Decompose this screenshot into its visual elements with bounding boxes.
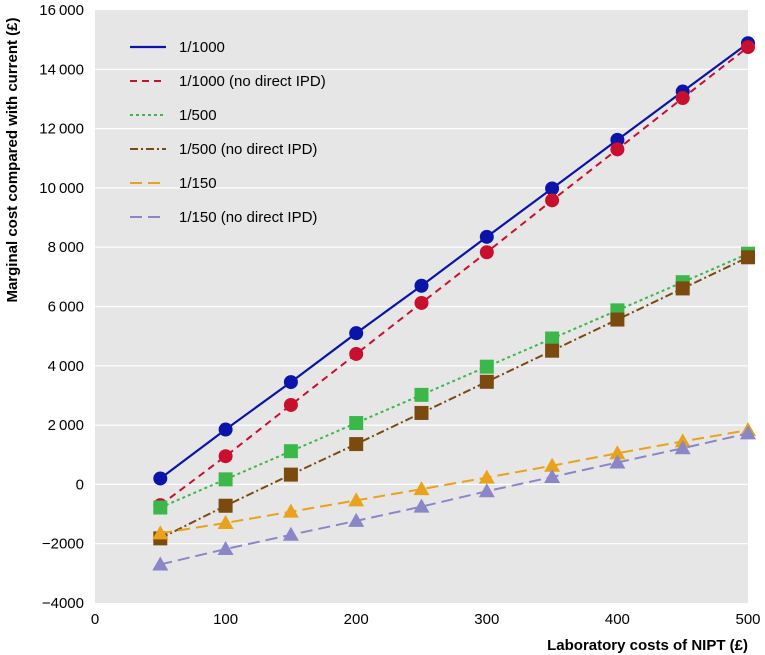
y-tick-label: −2000 — [42, 536, 84, 553]
y-axis-title: Marginal cost compared with current (£) — [4, 17, 21, 302]
legend: 1/1000 1/1000 (no direct IPD) 1/500 1/500 (… — [130, 39, 326, 226]
data-point — [282, 526, 299, 541]
y-tick-label: 16 000 — [39, 2, 84, 19]
data-point — [283, 444, 298, 459]
y-tick-label: 6 000 — [48, 299, 84, 316]
data-point — [218, 449, 233, 464]
data-point — [414, 295, 429, 310]
x-tick-label: 300 — [474, 611, 499, 628]
y-axis-ticks: −4000 −2000 0 2 000 4 000 6 000 8 000 10 000 12 … — [39, 2, 84, 612]
data-point — [479, 245, 494, 260]
data-point — [283, 397, 298, 412]
series-line — [159, 256, 749, 540]
series-line — [159, 252, 749, 509]
series-line — [159, 42, 749, 480]
data-point — [349, 437, 364, 452]
data-point — [283, 375, 298, 390]
data-point — [348, 512, 365, 527]
data-point — [348, 492, 365, 507]
data-point — [609, 445, 626, 460]
data-point — [610, 312, 625, 327]
data-point — [153, 471, 168, 486]
data-point — [153, 500, 168, 515]
series-layer — [152, 36, 756, 571]
data-point — [610, 142, 625, 157]
data-point — [545, 181, 560, 196]
series-4 — [152, 422, 756, 540]
y-tick-label: 12 000 — [39, 121, 84, 138]
data-point — [414, 278, 429, 293]
legend-label: 1/500 — [179, 107, 217, 124]
data-point — [609, 454, 626, 469]
y-tick-label: −4000 — [42, 595, 84, 612]
x-tick-label: 200 — [344, 611, 369, 628]
data-point — [349, 326, 364, 341]
y-tick-label: 8 000 — [48, 239, 84, 256]
data-point — [479, 229, 494, 244]
y-tick-label: 4 000 — [48, 358, 84, 375]
series-5 — [152, 425, 756, 571]
x-tick-label: 400 — [605, 611, 630, 628]
data-point — [674, 440, 691, 455]
x-tick-label: 100 — [213, 611, 238, 628]
data-point — [218, 472, 233, 487]
legend-label: 1/1000 — [179, 39, 225, 56]
y-tick-label: 0 — [76, 476, 84, 493]
series-line — [160, 429, 749, 535]
data-point — [479, 374, 494, 389]
x-axis-ticks: 0 100 200 300 400 500 — [91, 611, 761, 628]
data-point — [349, 346, 364, 361]
data-point — [152, 525, 169, 540]
data-point — [283, 467, 298, 482]
data-point — [414, 405, 429, 420]
data-point — [218, 422, 233, 437]
data-point — [282, 503, 299, 518]
y-tick-label: 14 000 — [39, 61, 84, 78]
data-point — [478, 483, 495, 498]
data-point — [675, 281, 690, 296]
data-point — [545, 343, 560, 358]
data-point — [544, 468, 561, 483]
data-point — [740, 425, 756, 440]
y-tick-label: 2 000 — [48, 417, 84, 434]
x-tick-label: 0 — [91, 611, 99, 628]
data-point — [152, 556, 169, 571]
data-point — [349, 416, 364, 431]
data-point — [413, 498, 430, 513]
legend-label: 1/150 — [179, 175, 217, 192]
data-point — [741, 40, 755, 55]
data-point — [414, 387, 429, 402]
series-line — [159, 46, 749, 506]
legend-label: 1/500 (no direct IPD) — [179, 141, 317, 158]
data-point — [479, 359, 494, 374]
data-point — [217, 514, 234, 529]
x-axis-title: Laboratory costs of NIPT (£) — [547, 637, 748, 654]
data-point — [545, 331, 560, 346]
x-tick-label: 500 — [735, 611, 760, 628]
data-point — [218, 498, 233, 513]
data-point — [545, 193, 560, 208]
y-tick-label: 10 000 — [39, 180, 84, 197]
data-point — [413, 481, 430, 496]
series-line — [160, 432, 749, 566]
series-0 — [153, 36, 755, 486]
legend-label: 1/1000 (no direct IPD) — [179, 73, 326, 90]
data-point — [217, 541, 234, 556]
data-point — [741, 250, 755, 265]
data-point — [478, 469, 495, 484]
data-point — [544, 457, 561, 472]
data-point — [675, 91, 690, 106]
legend-label: 1/150 (no direct IPD) — [179, 209, 317, 226]
